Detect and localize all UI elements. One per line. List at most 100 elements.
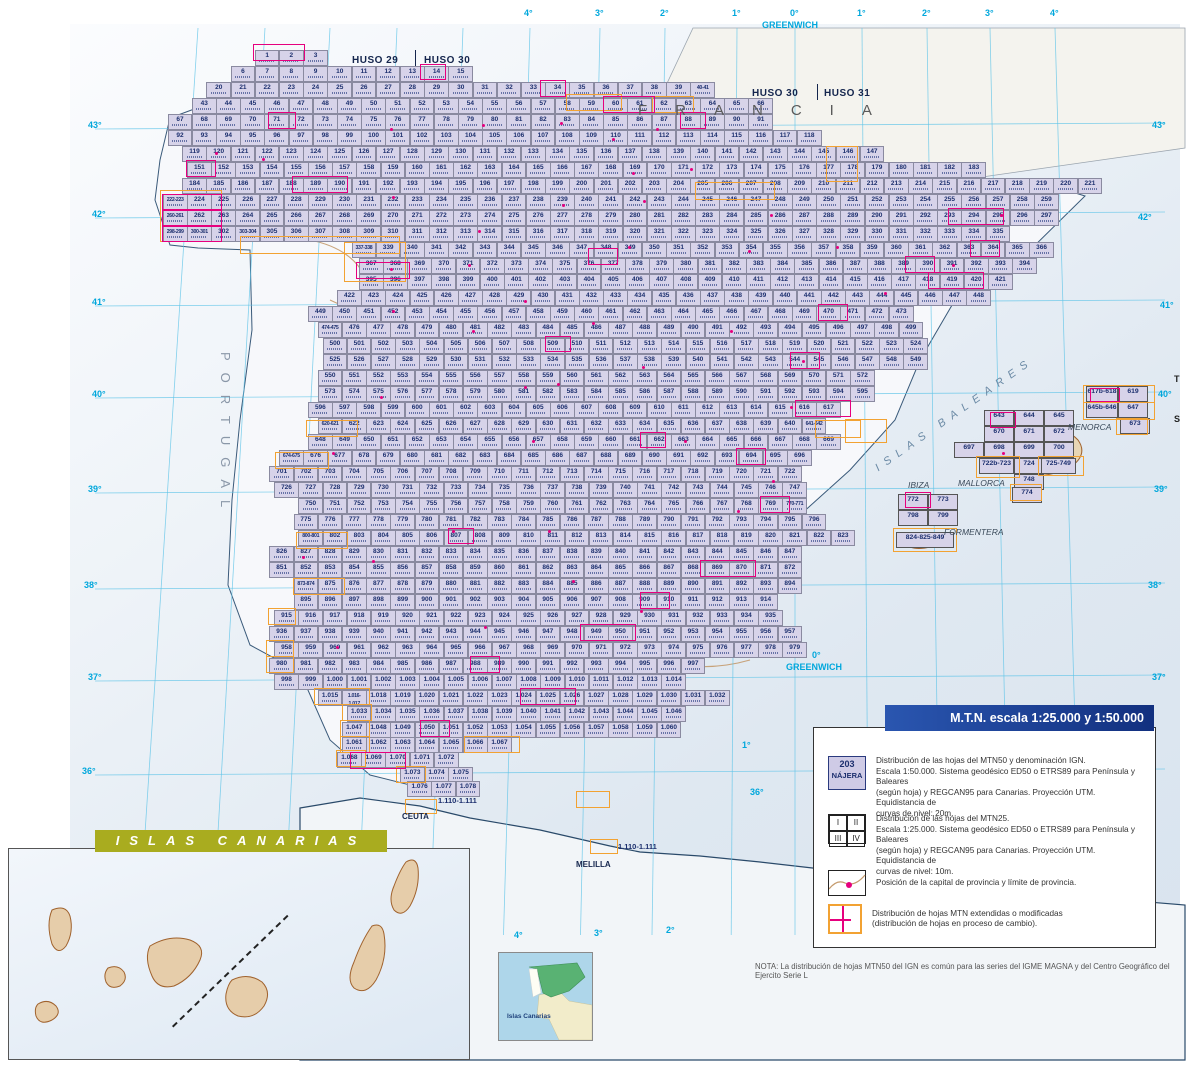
extended-sheet-outline	[306, 420, 358, 437]
grid-cell: 295	[985, 210, 1011, 227]
grid-cell: 461	[598, 306, 624, 323]
grid-cell: 703	[317, 466, 343, 483]
grid-cell: 455	[453, 306, 478, 323]
grid-cell: 1.008	[516, 674, 541, 691]
grid-cell: 407	[649, 274, 674, 291]
nota-text: NOTA: La distribución de hojas MTN50 del…	[755, 962, 1170, 980]
grid-cell: 225	[211, 194, 236, 211]
grid-cell: 663	[671, 434, 696, 451]
grid-cell: 533	[516, 354, 541, 371]
grid-cell: 186	[230, 178, 256, 195]
province-capital-dot	[730, 330, 733, 333]
grid-cell: 872	[777, 562, 803, 579]
grid-cell: 923	[467, 610, 493, 627]
grid-cell: 393	[988, 258, 1013, 275]
grid-cell: 867	[656, 562, 682, 579]
grid-cell: 619	[1118, 386, 1148, 402]
grid-cell: 1	[254, 50, 280, 67]
grid-cell: 134	[545, 146, 570, 163]
modified-sheet-outline	[420, 720, 450, 737]
grid-cell: 609	[622, 402, 648, 419]
grid-cell: 984	[366, 658, 391, 675]
grid-cell: 165	[525, 162, 551, 179]
grid-cell: 288	[816, 210, 841, 227]
grid-cell: 464	[671, 306, 696, 323]
grid-cell: 76	[385, 114, 411, 131]
grid-cell: 816	[661, 530, 687, 547]
grid-cell: 925	[516, 610, 541, 627]
grid-cell: 969	[540, 642, 566, 659]
province-capital-dot	[952, 264, 955, 267]
grid-cell: 664	[695, 434, 720, 451]
grid-cell: 30	[448, 82, 474, 99]
grid-cell: 52	[409, 98, 435, 115]
grid-cell: 581	[511, 386, 536, 403]
grid-cell: 584	[583, 386, 609, 403]
modified-sheet-outline	[580, 624, 636, 641]
grid-cell: 890	[680, 578, 706, 595]
grid-cell: 597	[332, 402, 357, 419]
grid-cell: 994	[608, 658, 633, 675]
grid-cell: 784	[511, 514, 536, 531]
map-label: 4°	[1050, 8, 1059, 18]
extended-sheet-outline	[342, 704, 372, 721]
grid-cell: 1.029	[632, 690, 657, 707]
grid-cell: 317	[550, 226, 575, 243]
grid-cell: 539	[661, 354, 687, 371]
grid-cell: 45	[240, 98, 265, 115]
grid-cell: 409	[697, 274, 723, 291]
grid-cell: 794	[753, 514, 778, 531]
grid-cell: 812	[564, 530, 590, 547]
mtn25-quadrants: I II III IV	[828, 814, 866, 847]
grid-cell: 429	[506, 290, 532, 307]
grid-cell: 86	[627, 114, 653, 131]
province-capital-dot	[884, 292, 887, 295]
grid-cell: 410	[721, 274, 747, 291]
grid-cell: 291	[888, 210, 914, 227]
grid-cell: 835	[487, 546, 512, 563]
grid-cell: 559	[535, 370, 561, 387]
grid-cell: 209	[787, 178, 812, 195]
grid-cell: 502	[370, 338, 396, 355]
grid-cell: 735	[491, 482, 517, 499]
grid-cell: 737	[540, 482, 566, 499]
grid-cell: 340	[400, 242, 425, 259]
grid-cell: 566	[704, 370, 730, 387]
extended-sheet-outline	[1038, 456, 1084, 476]
grid-cell: 1.045	[637, 706, 662, 723]
grid-cell: 852	[293, 562, 319, 579]
grid-cell: 375	[552, 258, 578, 275]
grid-cell: 56	[506, 98, 532, 115]
grid-cell: 558	[511, 370, 536, 387]
grid-cell: 603	[477, 402, 503, 419]
grid-cell: 75	[361, 114, 386, 131]
grid-cell: 24	[303, 82, 328, 99]
grid-cell: 625	[414, 418, 440, 435]
grid-cell: 751	[322, 498, 348, 515]
grid-cell: 918	[346, 610, 372, 627]
grid-cell: 632	[583, 418, 609, 435]
grid-cell: 352	[690, 242, 716, 259]
grid-cell: 153	[235, 162, 261, 179]
grid-cell: 258	[1009, 194, 1035, 211]
grid-cell: 715	[608, 466, 633, 483]
modified-sheet-outline	[470, 656, 500, 673]
grid-cell: 278	[574, 210, 599, 227]
grid-cell: 113	[675, 130, 701, 147]
grid-cell: 926	[540, 610, 566, 627]
grid-cell: 413	[794, 274, 820, 291]
grid-cell: 920	[395, 610, 420, 627]
grid-cell: 736	[516, 482, 541, 499]
grid-cell: 93	[191, 130, 217, 147]
grid-cell: 686	[545, 450, 570, 467]
grid-cell: 199	[545, 178, 570, 195]
grid-cell: 851	[269, 562, 294, 579]
grid-cell: 1.056	[559, 722, 585, 739]
grid-cell: 661	[622, 434, 648, 451]
grid-cell: 103	[433, 130, 459, 147]
grid-cell: 72	[288, 114, 314, 131]
grid-cell: 88	[675, 114, 701, 131]
grid-cell: 369	[407, 258, 432, 275]
grid-cell: 237	[501, 194, 527, 211]
grid-cell: 840	[608, 546, 633, 563]
